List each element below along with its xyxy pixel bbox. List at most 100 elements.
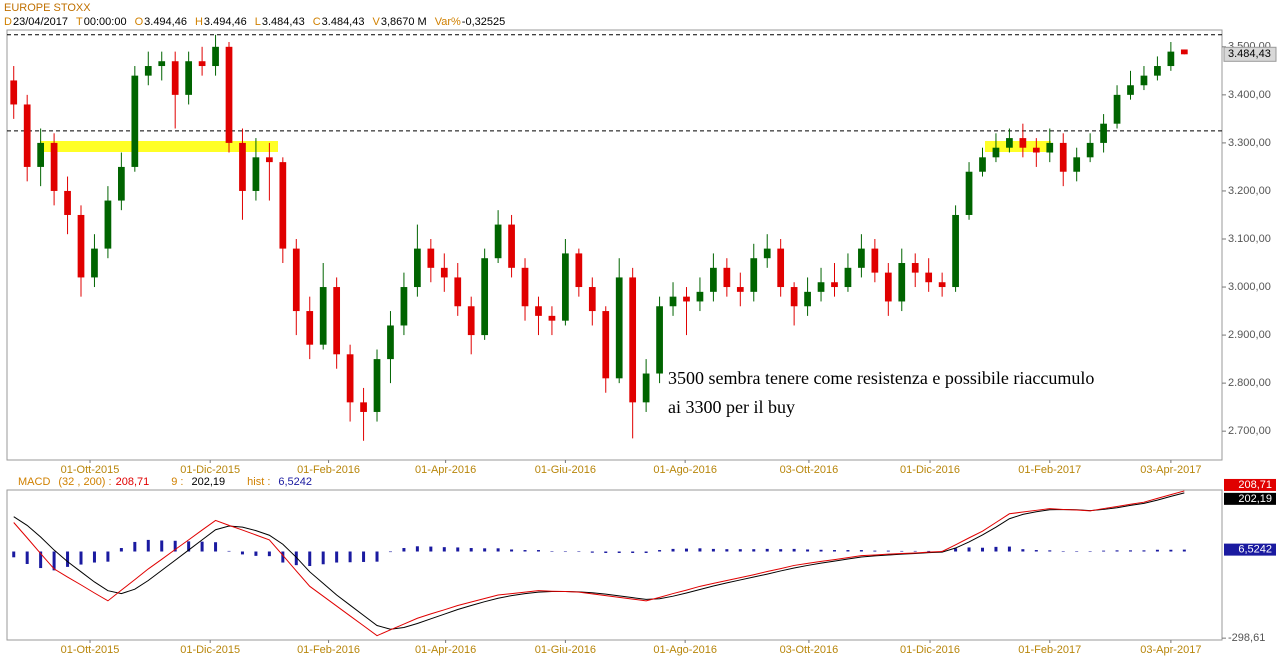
legend-value: 208,71 [116, 476, 150, 488]
x-tick-label: 01-Feb-2017 [1018, 644, 1081, 656]
chart-title: EUROPE STOXX [4, 2, 91, 14]
candle-body [23, 104, 31, 167]
field-key: T [76, 16, 83, 28]
value-box [1224, 478, 1276, 491]
candle-body [1127, 85, 1134, 95]
candle-body [575, 253, 583, 288]
hist-bar [900, 550, 904, 552]
hist-bar [577, 551, 581, 553]
hist-bar [214, 542, 218, 552]
hist-bar [550, 551, 554, 552]
candle-body [279, 162, 287, 249]
candle-body [319, 287, 327, 345]
x-tick-label: 01-Apr-2016 [415, 464, 476, 476]
hist-bar [321, 551, 325, 565]
legend-name: hist : [247, 476, 270, 488]
field-value: 3.484,43 [262, 16, 305, 28]
x-tick-label: 03-Ott-2016 [780, 464, 839, 476]
candle-body [266, 157, 273, 163]
hist-bar [12, 551, 16, 558]
y-tick-label: 2.800,00 [1228, 377, 1271, 389]
legend-params: (32 , 200) : [58, 476, 111, 488]
x-tick-label: 01-Feb-2017 [1018, 464, 1081, 476]
hist-bar [79, 551, 83, 565]
candle-body [1140, 75, 1148, 86]
hist-bar [388, 551, 392, 553]
x-tick-label: 01-Ago-2016 [653, 644, 717, 656]
hist-bar [806, 549, 810, 552]
candle-body [911, 263, 919, 273]
hist-bar [66, 551, 70, 567]
candle-body [1167, 51, 1175, 67]
field-value: -0,32525 [462, 16, 505, 28]
hist-bar [684, 548, 688, 552]
candle-body [817, 282, 825, 292]
candle-body [494, 224, 502, 259]
x-tick-label: 03-Apr-2017 [1140, 644, 1201, 656]
field-key: C [313, 16, 321, 28]
candle-body [1100, 123, 1107, 143]
candle-body [467, 306, 475, 336]
field-key: V [372, 16, 380, 28]
hist-bar [725, 549, 729, 552]
field-value: 23/04/2017 [13, 16, 68, 28]
candle-body [1019, 138, 1027, 148]
y-tick-label: 3.300,00 [1228, 137, 1271, 149]
highlight-zone [40, 141, 278, 152]
hist-bar [335, 551, 339, 563]
hist-bar [1155, 549, 1159, 552]
value-box-label: 208,71 [1238, 479, 1272, 491]
hist-bar [308, 551, 312, 567]
candle-body [952, 214, 959, 288]
hist-bar [429, 546, 433, 552]
y-tick-label: 2.900,00 [1228, 329, 1271, 341]
hist-bar [967, 547, 971, 552]
candle-body [602, 311, 610, 379]
hist-bar [483, 548, 487, 552]
candle-body [535, 306, 542, 316]
candle-body [777, 248, 785, 288]
candle-body [710, 267, 717, 292]
candle-body [454, 277, 462, 307]
candle-body [750, 258, 758, 292]
candle-body [965, 171, 973, 215]
hist-bar [106, 551, 110, 562]
y-tick-label: 2.700,00 [1228, 425, 1271, 437]
candle-body [64, 190, 71, 215]
hist-bar [738, 549, 742, 552]
candle-body [185, 61, 193, 95]
candle-body [562, 253, 569, 321]
y-tick-label: 3.200,00 [1228, 185, 1271, 197]
x-tick-label: 01-Apr-2016 [415, 644, 476, 656]
hist-bar [631, 551, 635, 553]
hist-bar [254, 551, 258, 556]
hist-bar [1034, 550, 1038, 552]
value-box-label: 202,19 [1238, 493, 1272, 505]
candle-body [629, 277, 637, 403]
hist-bar [52, 551, 56, 571]
x-tick-label: 01-Ott-2015 [61, 464, 120, 476]
candle-body [1059, 142, 1067, 172]
field-key: H [195, 16, 203, 28]
hist-bar [294, 551, 298, 566]
macd-frame [6, 489, 1223, 641]
candle-body [400, 287, 408, 326]
field-value: 3.484,43 [322, 16, 365, 28]
candle-body [723, 267, 731, 288]
candle-body [91, 248, 98, 278]
hist-bar [1061, 551, 1065, 553]
hist-bar [590, 551, 594, 553]
y-tick-label: 3.100,00 [1228, 233, 1271, 245]
x-tick-label: 01-Ott-2015 [61, 644, 120, 656]
hist-bar [1088, 551, 1092, 553]
hist-bar [954, 548, 958, 552]
hist-bar [819, 549, 823, 552]
x-tick-label: 03-Apr-2017 [1140, 464, 1201, 476]
candle-body [171, 61, 179, 95]
candle-body [615, 277, 623, 379]
candle-body [440, 267, 448, 278]
candle-body [844, 267, 852, 288]
candle-body [1073, 157, 1081, 172]
candle-body [831, 282, 838, 288]
